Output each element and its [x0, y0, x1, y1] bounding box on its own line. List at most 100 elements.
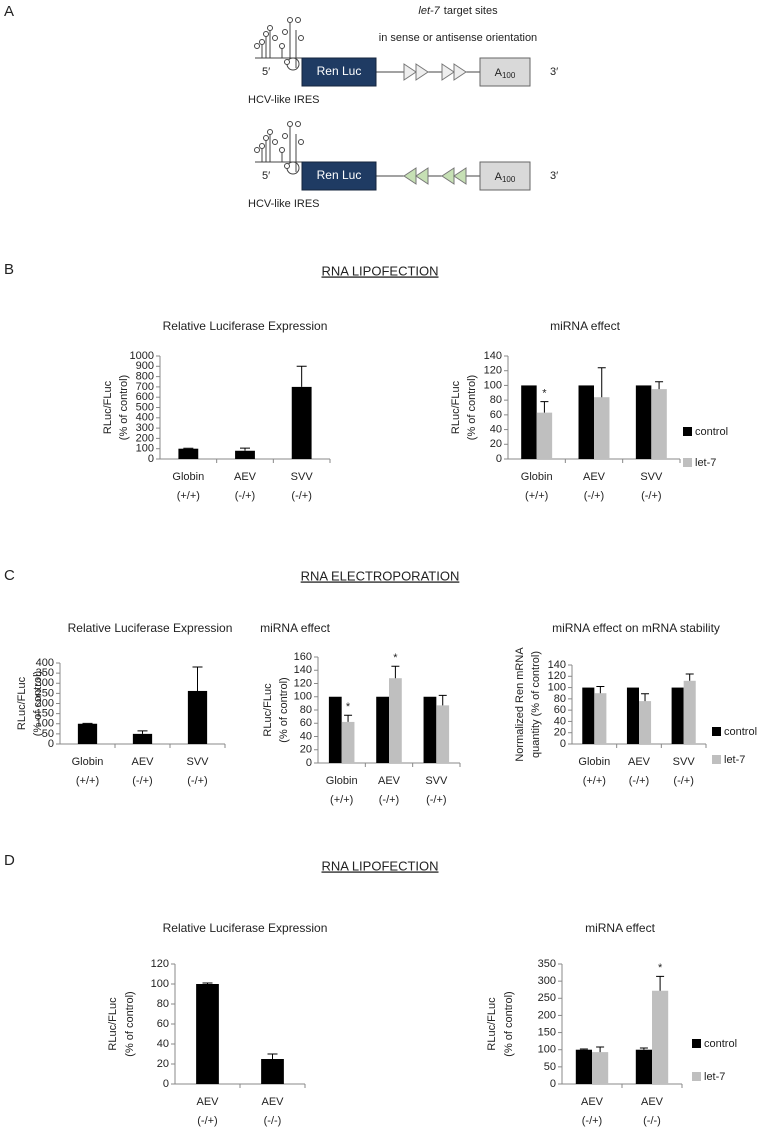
y-tick-label: 150 [538, 1026, 556, 1038]
y-tick-label: 0 [560, 738, 566, 750]
bar [626, 687, 639, 744]
bar [575, 1049, 592, 1084]
bar [582, 687, 595, 744]
y-axis-label: RLuc/FLuc [102, 380, 114, 434]
reporter-box [301, 57, 377, 87]
bar [341, 721, 355, 763]
construct: 5′ Ren Luc A100 3′ HCV-like IRES [248, 17, 558, 106]
y-tick-label: 200 [36, 697, 54, 709]
y-tick-label: 60 [490, 409, 502, 421]
x-tick-label: AEV [196, 1096, 219, 1108]
legend-swatch [683, 427, 692, 436]
bar [235, 450, 255, 459]
polya-sub: 100 [502, 175, 516, 184]
error-bar [344, 714, 353, 722]
y-tick-label: 40 [490, 423, 502, 435]
reporter-label: Ren Luc [317, 168, 362, 182]
x-tick-label: (-/+) [426, 794, 446, 806]
legend-swatch [683, 458, 692, 467]
diagram-note: let-7 target sites [418, 5, 498, 17]
five-prime: 5′ [262, 66, 270, 78]
x-tick-label: (-/-) [264, 1115, 282, 1127]
x-tick-label: (-/+) [582, 1115, 602, 1127]
bar [521, 385, 537, 459]
y-tick-label: 350 [36, 667, 54, 679]
y-axis-label: Normalized Ren mRNA [514, 647, 526, 762]
three-prime: 3′ [550, 66, 558, 78]
y-tick-label: 600 [136, 391, 154, 403]
y-axis-label: RLuc/FLuc [450, 380, 462, 434]
y-tick-label: 200 [136, 432, 154, 444]
x-tick-label: (+/+) [177, 490, 200, 502]
y-tick-label: 60 [300, 717, 312, 729]
three-prime: 3′ [550, 170, 558, 182]
y-tick-label: 200 [538, 1009, 556, 1021]
x-tick-label: (+/+) [330, 794, 353, 806]
error-bar [579, 1048, 588, 1050]
note-text: target sites [444, 5, 498, 17]
target-site [415, 167, 429, 185]
error-bar [656, 975, 665, 991]
chart-title: miRNA effect [585, 921, 655, 935]
bar [639, 701, 652, 744]
bar [389, 678, 402, 763]
x-tick-label: (-/+) [584, 490, 604, 502]
polya-label: A100 [495, 67, 516, 80]
y-axis-label: (% of control) [466, 375, 478, 440]
y-tick-label: 100 [484, 379, 502, 391]
polya-sub: 100 [502, 71, 516, 80]
bar [328, 696, 342, 763]
error-bar [192, 666, 203, 691]
y-axis-label: (% of control) [503, 991, 515, 1056]
ires-structure [254, 121, 304, 175]
x-tick-label: (-/+) [673, 775, 693, 787]
y-tick-label: 700 [136, 381, 154, 393]
note-italic: let-7 [418, 5, 440, 17]
section-title: RNA LIPOFECTION [321, 858, 438, 873]
significance-mark: * [346, 701, 351, 713]
x-tick-label: (-/+) [629, 775, 649, 787]
x-tick-label: AEV [131, 756, 154, 768]
polya-label: A100 [495, 171, 516, 184]
y-tick-label: 60 [554, 704, 566, 716]
error-bar [597, 367, 606, 398]
x-tick-label: (-/-) [643, 1115, 661, 1127]
y-tick-label: 20 [157, 1058, 169, 1070]
y-tick-label: 40 [554, 715, 566, 727]
y-tick-label: 40 [300, 730, 312, 742]
target-site [441, 63, 455, 81]
error-bar [596, 685, 605, 694]
x-tick-label: (+/+) [525, 490, 548, 502]
significance-mark: * [393, 652, 398, 664]
error-bar [137, 730, 148, 734]
bar [635, 1049, 652, 1084]
x-tick-label: (-/+) [235, 490, 255, 502]
x-tick-label: (-/+) [197, 1115, 217, 1127]
legend-label: let-7 [724, 754, 745, 766]
significance-mark: * [542, 388, 547, 400]
target-site [415, 63, 429, 81]
x-tick-label: (-/+) [379, 794, 399, 806]
legend-label: control [695, 426, 728, 438]
panel-label: C [4, 567, 15, 584]
y-tick-label: 50 [42, 728, 54, 740]
significance-mark: * [658, 962, 663, 974]
error-bar [641, 693, 650, 702]
x-tick-label: AEV [581, 1096, 604, 1108]
bar [652, 990, 669, 1084]
y-tick-label: 0 [550, 1078, 556, 1090]
error-bar [240, 447, 250, 451]
error-bar [391, 665, 400, 679]
target-site [453, 63, 467, 81]
panel-label: B [4, 261, 14, 278]
x-tick-label: SVV [291, 471, 314, 483]
y-tick-label: 50 [544, 1061, 556, 1073]
legend-swatch [712, 755, 721, 764]
y-tick-label: 250 [538, 992, 556, 1004]
y-axis-label: (% of control) [124, 991, 136, 1056]
chart-title: Relative Luciferase Expression [68, 621, 233, 635]
y-tick-label: 40 [157, 1038, 169, 1050]
x-tick-label: Globin [326, 775, 358, 787]
bar [261, 1059, 284, 1084]
y-tick-label: 140 [484, 350, 502, 362]
